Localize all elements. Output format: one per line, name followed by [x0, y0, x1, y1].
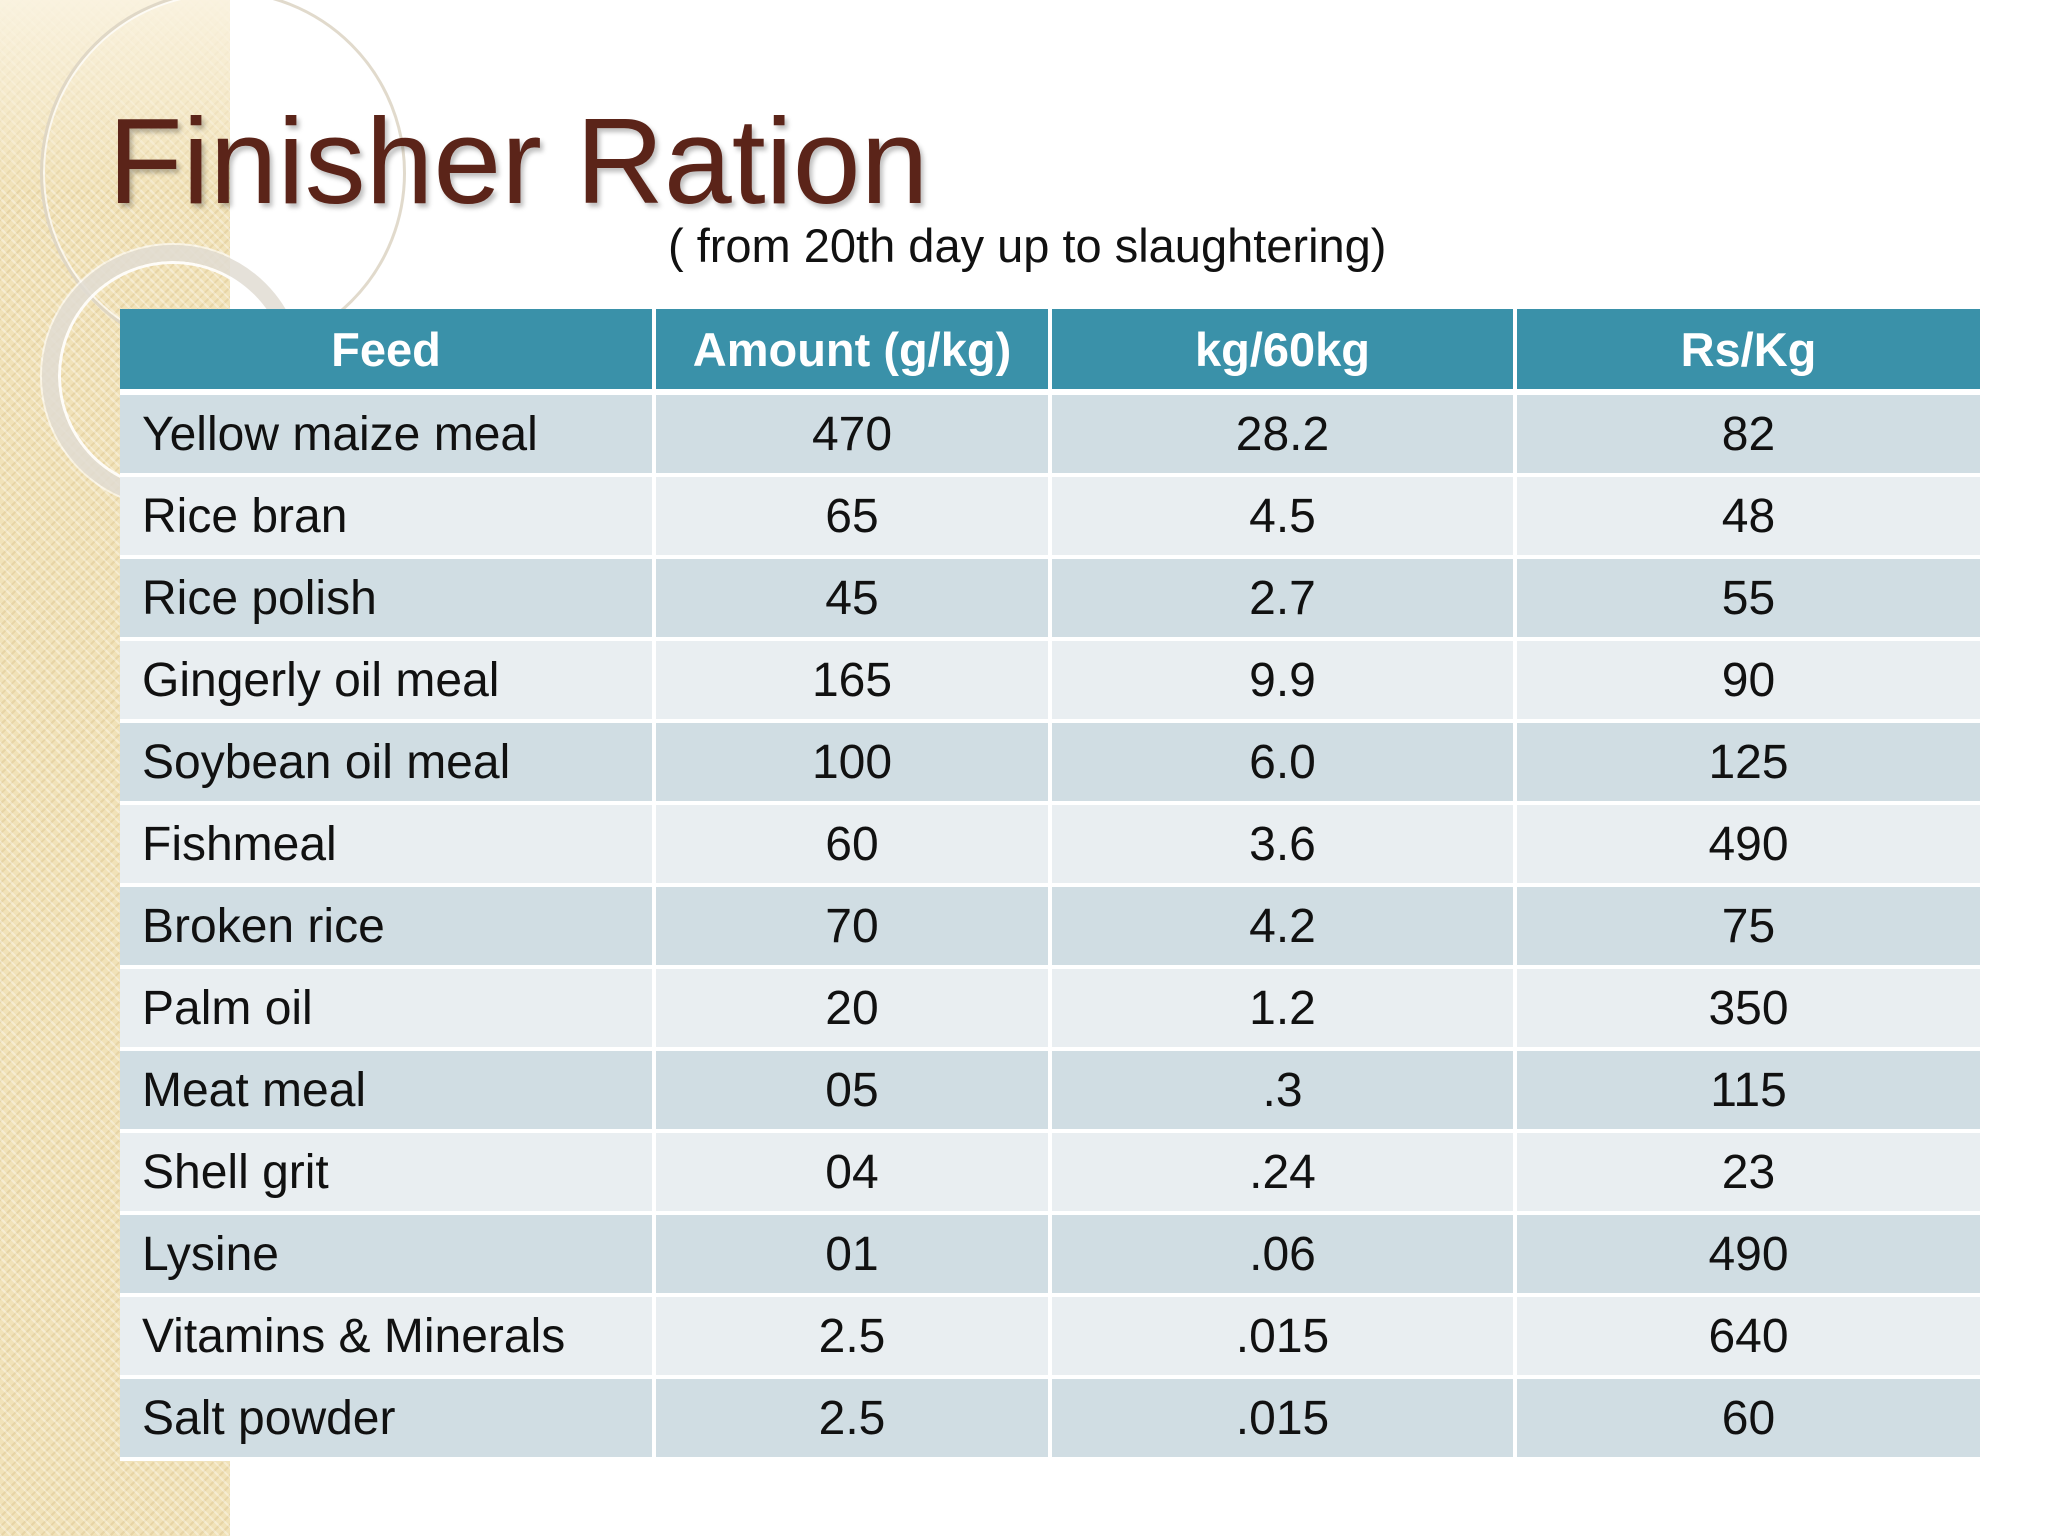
- rs-cell: 125: [1515, 721, 1980, 805]
- amount-cell: 20: [654, 967, 1052, 1051]
- amount-cell: 165: [654, 639, 1052, 723]
- feed-cell: Rice bran: [120, 475, 656, 559]
- decorative-side-strip-highlight: [0, 0, 230, 190]
- feed-cell: Gingerly oil meal: [120, 639, 656, 723]
- rs-cell: 115: [1515, 1049, 1980, 1133]
- feed-cell: Vitamins & Minerals: [120, 1295, 656, 1379]
- table-row: Shell grit 04 .24 23: [120, 1131, 1980, 1215]
- table-row: Lysine 01 .06 490: [120, 1213, 1980, 1297]
- rs-cell: 490: [1515, 1213, 1980, 1297]
- header-rs-per-kg: Rs/Kg: [1515, 309, 1980, 395]
- kg60-cell: .24: [1050, 1131, 1517, 1215]
- rs-cell: 23: [1515, 1131, 1980, 1215]
- kg60-cell: .015: [1050, 1377, 1517, 1461]
- rs-cell: 82: [1515, 392, 1980, 477]
- table-row: Salt powder 2.5 .015 60: [120, 1377, 1980, 1461]
- kg60-cell: .015: [1050, 1295, 1517, 1379]
- amount-cell: 2.5: [654, 1295, 1052, 1379]
- amount-cell: 60: [654, 803, 1052, 887]
- kg60-cell: 6.0: [1050, 721, 1517, 805]
- rs-cell: 55: [1515, 557, 1980, 641]
- kg60-cell: 28.2: [1050, 392, 1517, 477]
- feed-cell: Salt powder: [120, 1377, 656, 1461]
- kg60-cell: 4.2: [1050, 885, 1517, 969]
- rs-cell: 90: [1515, 639, 1980, 723]
- table-header-row: Feed Amount (g/kg) kg/60kg Rs/Kg: [120, 309, 1980, 395]
- kg60-cell: 9.9: [1050, 639, 1517, 723]
- rs-cell: 48: [1515, 475, 1980, 559]
- kg60-cell: .06: [1050, 1213, 1517, 1297]
- kg60-cell: 1.2: [1050, 967, 1517, 1051]
- amount-cell: 65: [654, 475, 1052, 559]
- rs-cell: 490: [1515, 803, 1980, 887]
- kg60-cell: 2.7: [1050, 557, 1517, 641]
- table-row: Yellow maize meal 470 28.2 82: [120, 392, 1980, 477]
- feed-cell: Broken rice: [120, 885, 656, 969]
- amount-cell: 100: [654, 721, 1052, 805]
- amount-cell: 470: [654, 392, 1052, 477]
- feed-cell: Rice polish: [120, 557, 656, 641]
- feed-cell: Soybean oil meal: [120, 721, 656, 805]
- table-row: Palm oil 20 1.2 350: [120, 967, 1980, 1051]
- amount-cell: 01: [654, 1213, 1052, 1297]
- kg60-cell: .3: [1050, 1049, 1517, 1133]
- feed-cell: Fishmeal: [120, 803, 656, 887]
- kg60-cell: 3.6: [1050, 803, 1517, 887]
- table-row: Rice bran 65 4.5 48: [120, 475, 1980, 559]
- slide-subtitle: ( from 20th day up to slaughtering): [668, 219, 1387, 272]
- table-row: Vitamins & Minerals 2.5 .015 640: [120, 1295, 1980, 1379]
- table-row: Gingerly oil meal 165 9.9 90: [120, 639, 1980, 723]
- table-row: Soybean oil meal 100 6.0 125: [120, 721, 1980, 805]
- amount-cell: 2.5: [654, 1377, 1052, 1461]
- kg60-cell: 4.5: [1050, 475, 1517, 559]
- feed-cell: Shell grit: [120, 1131, 656, 1215]
- amount-cell: 45: [654, 557, 1052, 641]
- table-row: Broken rice 70 4.2 75: [120, 885, 1980, 969]
- header-kg-per-60kg: kg/60kg: [1050, 309, 1517, 395]
- finisher-ration-table: Feed Amount (g/kg) kg/60kg Rs/Kg Yellow …: [120, 309, 1980, 1461]
- rs-cell: 640: [1515, 1295, 1980, 1379]
- table-row: Fishmeal 60 3.6 490: [120, 803, 1980, 887]
- table-row: Meat meal 05 .3 115: [120, 1049, 1980, 1133]
- feed-cell: Palm oil: [120, 967, 656, 1051]
- rs-cell: 350: [1515, 967, 1980, 1051]
- feed-cell: Yellow maize meal: [120, 392, 656, 477]
- table-row: Rice polish 45 2.7 55: [120, 557, 1980, 641]
- amount-cell: 05: [654, 1049, 1052, 1133]
- rs-cell: 60: [1515, 1377, 1980, 1461]
- header-amount: Amount (g/kg): [654, 309, 1052, 395]
- feed-cell: Lysine: [120, 1213, 656, 1297]
- amount-cell: 70: [654, 885, 1052, 969]
- feed-cell: Meat meal: [120, 1049, 656, 1133]
- rs-cell: 75: [1515, 885, 1980, 969]
- header-feed: Feed: [120, 309, 656, 395]
- slide-title: Finisher Ration: [108, 93, 929, 229]
- amount-cell: 04: [654, 1131, 1052, 1215]
